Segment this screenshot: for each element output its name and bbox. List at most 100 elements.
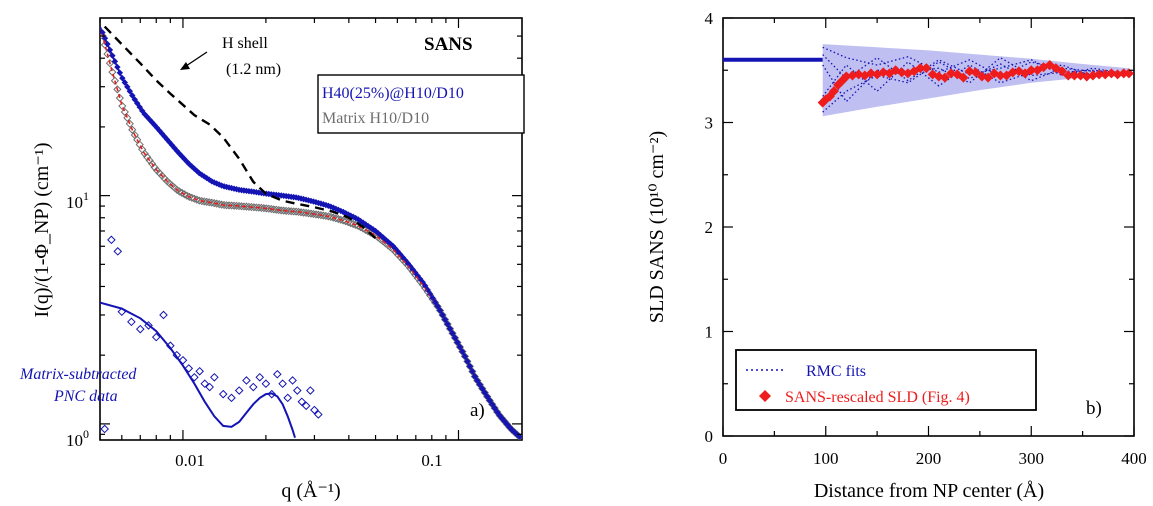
rmc-fit-trace [822,61,1129,97]
subtracted-data-point [195,366,204,376]
matrix-data-point [185,192,194,201]
matrix-data-point [329,213,338,222]
h-shell-model-line [103,25,377,240]
matrix-data-point [279,206,288,215]
panel-b-xtick-label: 300 [1019,449,1045,468]
subtracted-data-point [234,386,244,395]
sans-rescaled-sld-point [841,71,852,82]
matrix-data-point [118,101,127,111]
sans-rescaled-sld-point [1100,69,1111,80]
matrix-data-point [115,93,124,103]
sans-rescaled-sld-point [1063,70,1074,81]
panel-b-xtick-label: 400 [1121,449,1147,468]
sans-rescaled-sld-point [939,72,950,83]
panel-b-ticks: 0 100 200 300 400 0 1 2 3 4 [705,9,1147,468]
matrix-data-point [232,201,241,210]
subtracted-data-point [200,379,210,389]
panel-a-legend-entry-1: H40(25%)@H10/D10 [322,85,464,102]
sans-rescaled-sld-point [1112,69,1123,80]
matrix-data-point [125,119,134,128]
subtracted-data-point [272,369,282,379]
panel-b-ytick-label: 0 [705,427,714,446]
matrix-data-point [460,352,470,361]
subtracted-data-point [218,389,228,399]
sans-rescaled-sld-point [964,66,975,77]
rmc-fit-trace [822,56,1129,103]
matrix-data-point [301,208,311,218]
matrix-data-point [234,201,244,211]
matrix-data-point [269,205,278,214]
sans-rescaled-sld-point [1026,65,1037,76]
matrix-data-point [349,219,358,229]
panel-a-plot-area [100,25,522,440]
sans-rescaled-sld-point [1087,70,1098,81]
matrix-data-point [145,156,154,165]
matrix-data-point [249,203,259,212]
panel-a-frame [99,17,523,441]
matrix-data-point [309,209,318,219]
matrix-data-point [217,200,226,209]
panel-a-xtick-label-2: 0.1 [421,451,442,470]
subtracted-data-point [205,382,214,392]
matrix-data-point [274,205,283,215]
matrix-data-point [314,210,323,219]
panel-a-shell-annotation-line1: H shell [222,35,268,52]
matrix-data-point [222,201,231,210]
subtracted-data-point [151,332,161,342]
sans-rescaled-sld-point [921,63,932,74]
matrix-data-point [282,206,291,215]
matrix-data-point [254,203,263,212]
sans-rescaled-sld-point [1118,68,1129,79]
subtracted-data-point [306,386,315,395]
matrix-data-point [220,200,229,210]
sans-rescaled-sld-point [1057,66,1068,77]
subtracted-data-point [178,355,188,365]
subtracted-data-point [261,379,271,389]
sans-rescaled-sld-point [983,72,994,83]
panel-b-legend-sld-marker [759,390,771,402]
panel-b-ytick-label: 4 [705,9,714,28]
panel-b-legend-entry-2: SANS-rescaled SLD (Fig. 4) [785,389,970,406]
panel-b-legend-box [735,349,1037,411]
matrix-data-point [108,68,117,77]
matrix-data-point [465,362,474,371]
matrix-data-point [140,149,149,158]
matrix-data-point [247,202,256,212]
matrix-data-point [128,125,137,134]
sans-rescaled-sld-point [853,69,864,80]
subtracted-data-point [127,317,136,327]
sans-rescaled-sld-point [847,70,858,81]
matrix-data-point [262,204,271,213]
panel-b: 0 100 200 300 400 0 1 2 3 4 RMC fits SANS-rescale… [646,9,1147,502]
subtracted-data-point [113,247,123,256]
panel-a-ytick-label-2: 101 [66,189,89,212]
panel-a-legend-box [317,74,525,134]
subtracted-data-point [159,310,168,320]
sans-rescaled-sld-point [958,72,969,83]
matrix-data-point [205,198,214,207]
matrix-data-point [113,85,122,94]
panel-b-xtick-label: 0 [719,449,728,468]
matrix-data-point [190,194,199,203]
panel-b-xtick-label: 200 [916,449,942,468]
panel-a-ytick-label-2-base: 10 [66,193,83,212]
matrix-data-point [252,203,261,212]
matrix-data-point [264,204,273,213]
panel-a: SANS H shell (1.2 nm) H40(25%)@H10/D10 M… [19,17,525,502]
matrix-data-point [257,203,266,213]
sans-rescaled-sld-point [946,68,957,79]
panel-a-title-annotation: SANS [424,34,473,55]
panel-b-legend: RMC fits SANS-rescaled SLD (Fig. 4) [735,349,1037,411]
panel-b-plot-area [723,44,1134,117]
matrix-data-point [210,199,219,208]
sans-rescaled-sld-point [933,71,944,82]
matrix-data-point [212,199,221,208]
subtracted-data-point [278,379,287,389]
sans-rescaled-sld-point [828,86,839,97]
subtracted-data-point [255,372,265,382]
matrix-data-point [244,202,254,211]
matrix-data-point [135,140,144,149]
subtracted-fit-line [100,301,296,438]
panel-b-xtick-label: 100 [813,449,839,468]
